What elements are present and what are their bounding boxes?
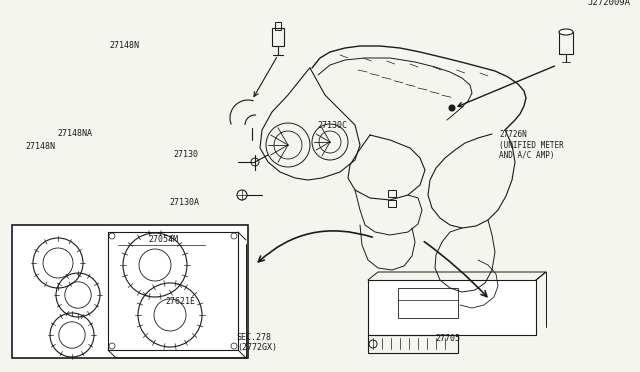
Bar bbox=[398, 288, 458, 318]
Bar bbox=[275, 22, 281, 30]
Bar bbox=[272, 28, 284, 46]
Text: 27726N
(UNIFIED METER
AND A/C AMP): 27726N (UNIFIED METER AND A/C AMP) bbox=[499, 130, 564, 160]
Text: 27130A: 27130A bbox=[170, 198, 200, 207]
Text: 27130: 27130 bbox=[173, 150, 198, 159]
Bar bbox=[388, 190, 396, 197]
Text: J272009A: J272009A bbox=[588, 0, 630, 7]
Bar bbox=[559, 32, 573, 54]
Text: 27148NA: 27148NA bbox=[58, 129, 93, 138]
Bar bbox=[368, 280, 536, 335]
Text: SEC.278
(2772GX): SEC.278 (2772GX) bbox=[237, 333, 277, 352]
Text: 27054M: 27054M bbox=[148, 235, 179, 244]
Circle shape bbox=[449, 105, 455, 111]
Text: 27621E: 27621E bbox=[165, 297, 195, 306]
Bar bbox=[108, 232, 238, 350]
Bar bbox=[368, 335, 458, 353]
Text: 27148N: 27148N bbox=[110, 41, 140, 50]
Bar bbox=[12, 225, 248, 358]
Text: 27705: 27705 bbox=[436, 334, 461, 343]
Text: 27130C: 27130C bbox=[318, 121, 348, 130]
Bar bbox=[388, 200, 396, 207]
Ellipse shape bbox=[559, 29, 573, 35]
Text: 27148N: 27148N bbox=[26, 142, 56, 151]
